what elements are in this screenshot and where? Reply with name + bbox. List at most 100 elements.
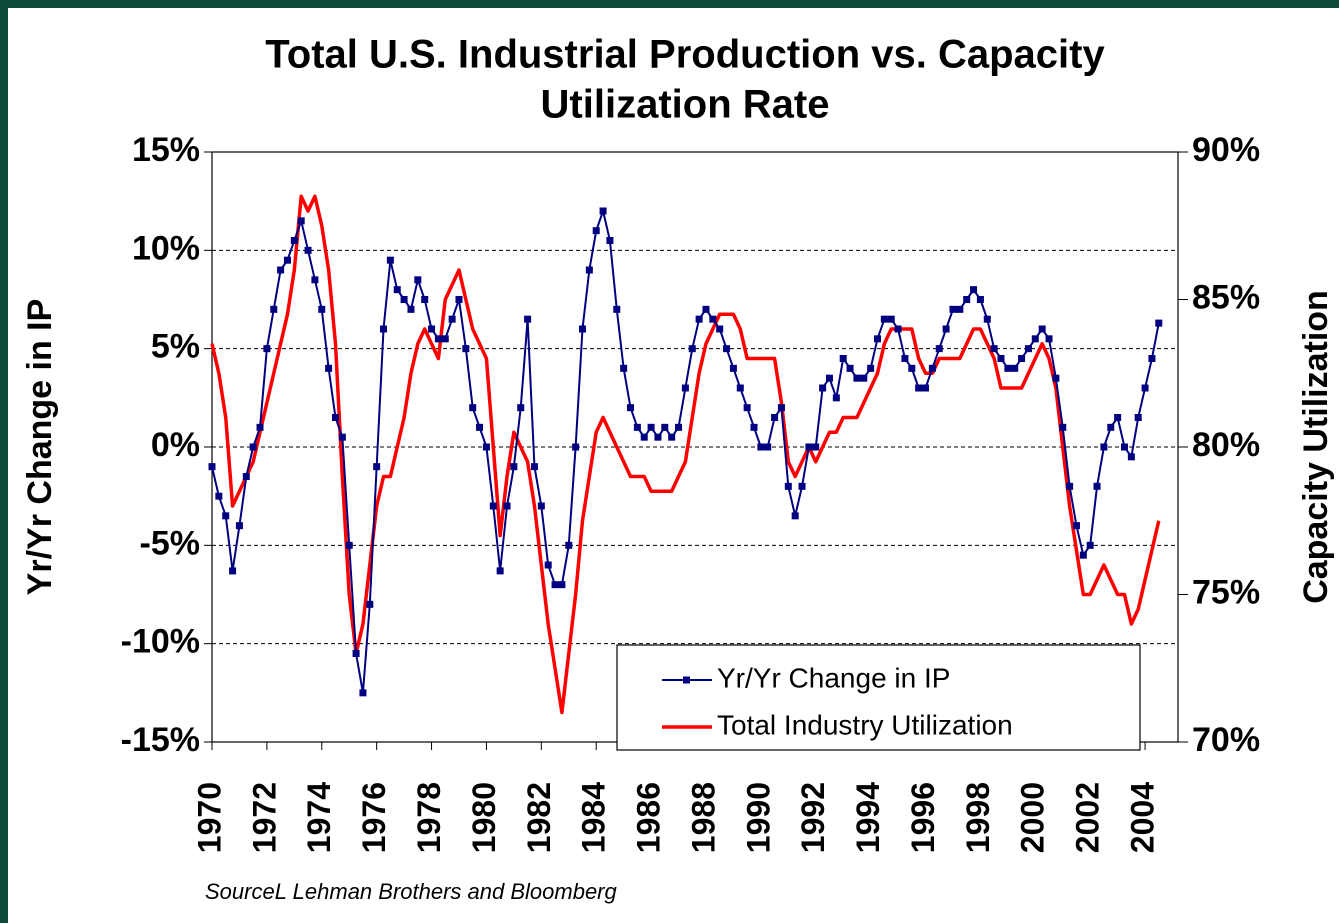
chart-title: Total U.S. Industrial Production vs. Cap… — [265, 33, 1105, 77]
x-tick-label: 1996 — [905, 782, 941, 853]
series-marker — [551, 581, 559, 589]
series-marker — [510, 463, 518, 471]
y-tick-label: 5% — [151, 328, 200, 366]
chart-title: Utilization Rate — [541, 83, 830, 127]
series-marker — [798, 482, 806, 490]
series-marker — [373, 463, 381, 471]
series-marker — [757, 443, 765, 451]
series-marker — [620, 364, 628, 372]
series-marker — [414, 276, 422, 284]
y-tick-label: -15% — [121, 721, 200, 759]
series-marker — [537, 502, 545, 510]
series-marker — [229, 567, 237, 575]
series-marker — [565, 541, 573, 549]
x-tick-label: 1972 — [246, 782, 282, 853]
series-marker — [496, 567, 504, 575]
x-tick-label: 1970 — [191, 782, 227, 853]
series-marker — [1045, 335, 1053, 343]
series-marker — [448, 315, 456, 323]
series-marker — [263, 345, 271, 353]
series-marker — [585, 266, 593, 274]
series-marker — [599, 207, 607, 215]
y-tick-label: 15% — [132, 131, 200, 169]
series-marker — [215, 492, 223, 500]
series-marker — [208, 463, 216, 471]
series-marker — [256, 423, 264, 431]
x-tick-label: 1980 — [466, 782, 502, 853]
series-marker — [805, 443, 813, 451]
series-marker — [983, 315, 991, 323]
series-marker — [386, 256, 394, 264]
x-tick-label: 1994 — [850, 782, 886, 853]
series-marker — [1148, 355, 1156, 362]
x-tick-label: 1998 — [960, 782, 996, 853]
legend-box — [616, 644, 1141, 751]
x-tick-label: 2004 — [1125, 782, 1161, 853]
series-marker — [469, 404, 477, 412]
series-marker — [935, 345, 943, 353]
series-line — [210, 194, 1161, 715]
x-tick-label: 1976 — [356, 782, 392, 853]
series-marker — [338, 433, 346, 441]
series-marker — [249, 443, 257, 451]
x-tick-label: 1974 — [301, 782, 337, 853]
series-marker — [873, 335, 881, 343]
legend-label: Total Industry Utilization — [717, 709, 1013, 740]
series-marker — [366, 600, 374, 608]
series-marker — [825, 374, 833, 382]
series-marker — [880, 315, 888, 323]
series-marker — [1141, 384, 1149, 392]
series-marker — [777, 404, 785, 412]
series-marker — [867, 364, 875, 372]
x-tick-label: 1986 — [631, 782, 667, 853]
series-marker — [1018, 355, 1026, 362]
series-marker — [771, 414, 779, 421]
series-marker — [853, 374, 861, 382]
series-marker — [743, 404, 751, 412]
series-marker — [736, 384, 744, 392]
series-marker — [723, 345, 731, 353]
series-marker — [304, 246, 312, 254]
series-marker — [517, 404, 525, 412]
series-marker — [688, 345, 696, 353]
x-tick-label: 1990 — [740, 782, 776, 853]
series-marker — [1127, 453, 1135, 461]
x-tick-label: 1992 — [795, 782, 831, 853]
series-marker — [290, 237, 298, 244]
series-marker — [675, 423, 683, 431]
series-marker — [578, 325, 586, 333]
series-marker — [956, 305, 964, 313]
series-marker — [524, 315, 532, 323]
series-marker — [1052, 374, 1060, 382]
series-marker — [1038, 325, 1046, 333]
series-marker — [764, 443, 772, 451]
series-marker — [654, 433, 662, 441]
series-marker — [428, 325, 436, 333]
series-marker — [400, 296, 408, 303]
series-marker — [318, 305, 326, 313]
series-marker — [283, 256, 291, 264]
y2-tick-label: 80% — [1192, 426, 1260, 464]
series-marker — [421, 296, 429, 303]
x-tick-label: 1984 — [576, 782, 612, 853]
series-marker — [1059, 423, 1067, 431]
series-marker — [393, 286, 401, 294]
series-marker — [640, 433, 648, 441]
series-marker — [530, 463, 538, 471]
series-marker — [325, 364, 333, 372]
x-tick-label: 1978 — [411, 782, 447, 853]
series-marker — [901, 355, 909, 362]
series-marker — [942, 325, 950, 333]
y2-tick-label: 75% — [1192, 573, 1260, 611]
series-marker — [242, 473, 250, 480]
series-marker — [627, 404, 635, 412]
series-marker — [695, 315, 703, 323]
series-marker — [990, 345, 998, 353]
x-tick-label: 1982 — [521, 782, 557, 853]
series-marker — [750, 423, 758, 431]
series-marker — [297, 217, 305, 225]
series-marker — [791, 512, 799, 520]
series-marker — [860, 374, 868, 382]
series-marker — [1031, 335, 1039, 343]
